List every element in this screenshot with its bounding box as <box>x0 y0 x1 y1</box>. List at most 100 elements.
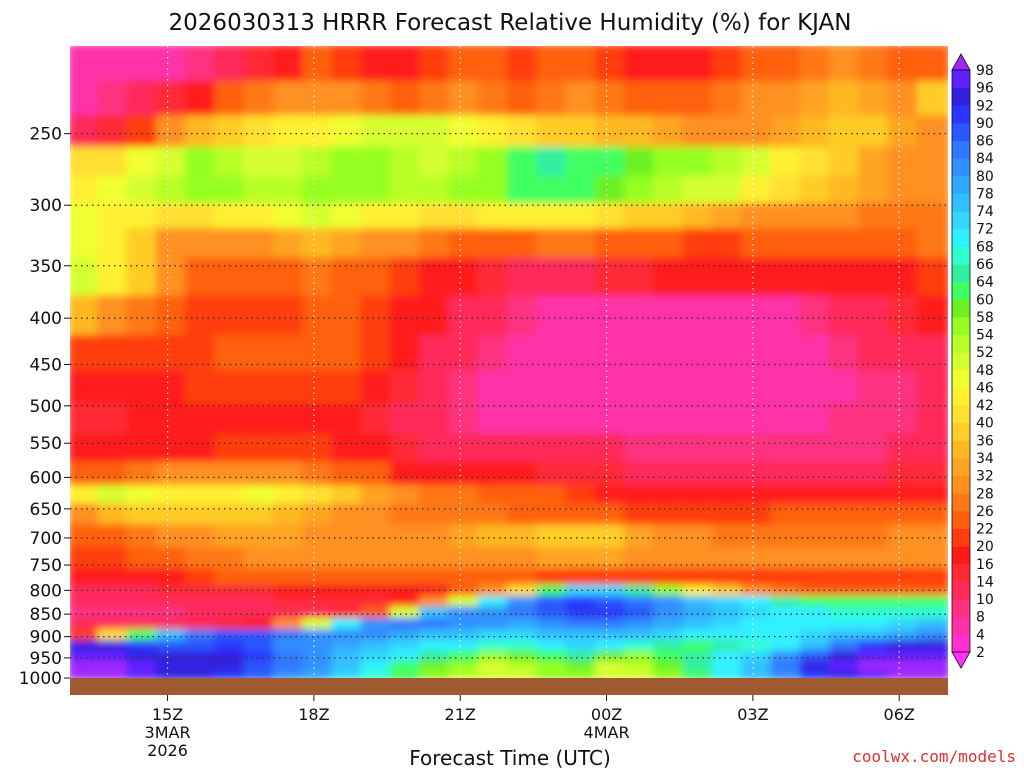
colorbar-label: 26 <box>976 504 994 520</box>
x-tick-label: 00Z <box>591 705 622 724</box>
rh-cell <box>653 146 687 180</box>
colorbar-band <box>952 122 970 142</box>
rh-cell <box>565 433 599 466</box>
rh-cell <box>448 546 482 573</box>
rh-cell <box>799 46 833 85</box>
rh-cell <box>828 203 863 233</box>
rh-cell <box>448 228 482 262</box>
rh-cell <box>858 568 892 589</box>
rh-cell <box>126 370 160 408</box>
rh-cell <box>858 485 892 508</box>
rh-cell <box>799 257 833 300</box>
rh-cell <box>302 334 336 375</box>
rh-cell <box>828 461 863 489</box>
rh-cell <box>536 568 570 589</box>
rh-cell <box>126 671 160 678</box>
rh-cell <box>185 203 219 233</box>
rh-cell <box>594 334 629 375</box>
rh-cell <box>507 546 541 573</box>
colorbar-band <box>952 175 970 194</box>
rh-cell <box>360 81 394 120</box>
rh-cell <box>536 370 570 408</box>
rh-cell <box>858 524 892 551</box>
rh-cell <box>419 228 453 262</box>
rh-cell <box>741 568 775 589</box>
rh-cell <box>711 433 746 466</box>
rh-cell <box>243 334 277 375</box>
colorbar-label: 48 <box>976 363 994 379</box>
rh-cell <box>887 403 921 438</box>
rh-cell <box>448 568 482 589</box>
rh-cell <box>477 546 511 573</box>
rh-cell <box>389 403 424 438</box>
y-tick-label: 350 <box>30 257 62 277</box>
rh-cell <box>331 146 365 180</box>
rh-cell <box>741 433 775 466</box>
rh-cell <box>741 334 775 375</box>
rh-cell <box>536 433 570 466</box>
rh-cell <box>185 485 219 508</box>
rh-cell <box>799 671 833 678</box>
rh-cell <box>565 46 599 85</box>
rh-cell <box>214 295 248 339</box>
rh-cell <box>477 433 511 466</box>
rh-cell <box>799 146 833 180</box>
rh-cell <box>331 115 365 151</box>
rh-cell <box>272 370 307 408</box>
rh-cell <box>155 146 190 180</box>
colorbar-high-arrow <box>951 53 971 71</box>
rh-cell <box>624 228 658 262</box>
rh-cell <box>243 461 277 489</box>
rh-cell <box>799 115 833 151</box>
rh-cell <box>565 671 599 678</box>
rh-cell <box>624 433 658 466</box>
rh-cell <box>887 524 921 551</box>
rh-cell <box>272 524 307 551</box>
rh-cell <box>565 461 599 489</box>
rh-cell <box>711 175 746 207</box>
rh-cell <box>448 115 482 151</box>
rh-cell <box>565 257 599 300</box>
rh-cell <box>507 295 541 339</box>
rh-cell <box>448 257 482 300</box>
rh-cell <box>272 433 307 466</box>
rh-cell <box>887 370 921 408</box>
rh-cell <box>507 403 541 438</box>
rh-cell <box>741 175 775 207</box>
rh-cell <box>916 115 948 151</box>
rh-cell <box>272 257 307 300</box>
rh-cell <box>360 546 394 573</box>
rh-cell <box>272 46 307 85</box>
rh-cell <box>155 203 190 233</box>
rh-cell <box>70 203 102 233</box>
rh-cell <box>507 203 541 233</box>
rh-cell <box>711 546 746 573</box>
rh-cell <box>70 403 102 438</box>
rh-cell <box>594 257 629 300</box>
rh-cell <box>770 546 804 573</box>
rh-cell <box>97 503 131 529</box>
rh-cell <box>214 228 248 262</box>
rh-cell <box>302 403 336 438</box>
site-credit[interactable]: coolwx.com/models <box>852 747 1016 766</box>
rh-cell <box>214 146 248 180</box>
rh-cell <box>419 671 453 678</box>
y-tick-label: 700 <box>30 529 62 549</box>
rh-cell <box>858 334 892 375</box>
rh-cell <box>126 46 160 85</box>
rh-cell <box>185 671 219 678</box>
rh-cell <box>243 568 277 589</box>
rh-cell <box>711 524 746 551</box>
rh-cell <box>828 403 863 438</box>
rh-cell <box>916 81 948 120</box>
rh-cell <box>741 370 775 408</box>
rh-cell <box>97 461 131 489</box>
rh-cell <box>916 295 948 339</box>
rh-cell <box>711 81 746 120</box>
rh-cell <box>419 334 453 375</box>
rh-cell <box>682 503 716 529</box>
rh-cell <box>682 461 716 489</box>
rh-cell <box>70 461 102 489</box>
rh-cell <box>916 433 948 466</box>
rh-cell <box>272 461 307 489</box>
